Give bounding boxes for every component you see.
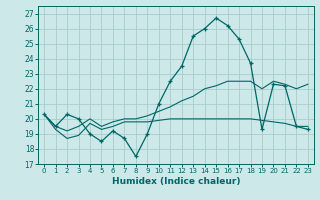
X-axis label: Humidex (Indice chaleur): Humidex (Indice chaleur) [112,177,240,186]
